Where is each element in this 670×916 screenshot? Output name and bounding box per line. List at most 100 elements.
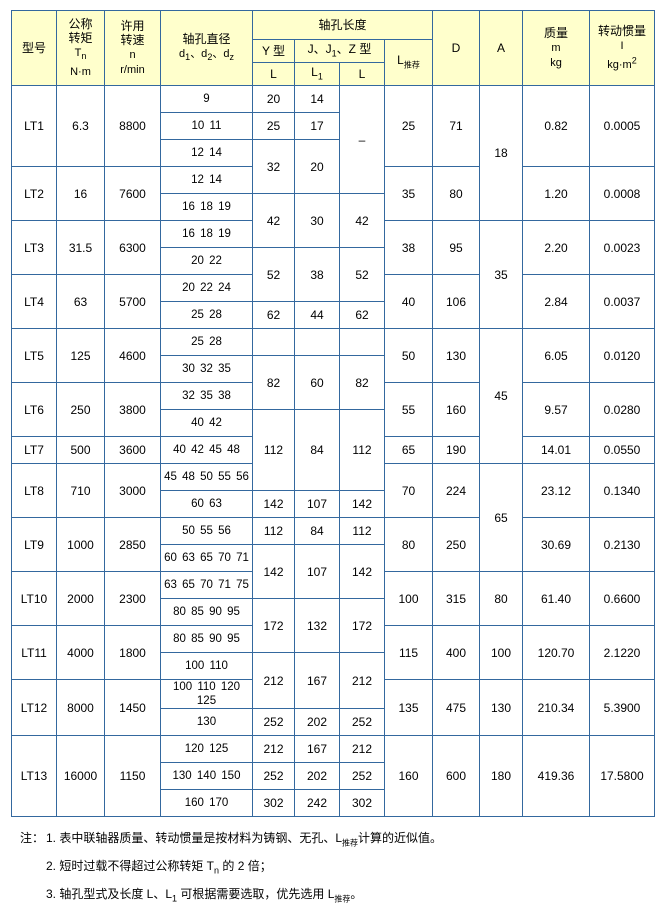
cell-lrec: 80 — [383, 517, 434, 572]
cell-tn: 6.3 — [56, 85, 105, 167]
cell-n: 2300 — [104, 571, 161, 626]
cell-D: 400 — [432, 625, 481, 680]
cell-tn: 31.5 — [56, 220, 105, 275]
cell-model: LT9 — [11, 517, 57, 572]
header-y-type: Y 型 — [252, 39, 295, 63]
cell-n: 5700 — [104, 274, 161, 329]
cell-n: 4600 — [104, 328, 161, 383]
cell-ly: 82 — [252, 355, 295, 410]
cell-l1: 84 — [294, 409, 340, 491]
cell-D: 71 — [432, 85, 481, 167]
cell-ly: 142 — [252, 490, 295, 518]
cell-lrec: 65 — [383, 436, 434, 464]
cell-D: 95 — [432, 220, 481, 275]
cell-lz: 252 — [339, 762, 385, 790]
cell-ly: 252 — [252, 762, 295, 790]
cell-l1: 107 — [294, 490, 340, 518]
cell-D: 160 — [432, 382, 481, 437]
cell-l1: 44 — [294, 301, 340, 329]
cell-d: 40 42 45 48 — [160, 436, 253, 464]
cell-m: 210.34 — [522, 679, 591, 736]
table-row: LT5 125 4600 25 28 50 130 45 6.05 0.0120 — [11, 328, 656, 464]
table-header: 型号 公称 转矩 Tn N·m 许用 转速 n r/min 轴孔直径 d1、d2… — [11, 10, 656, 86]
table-row: LT6 250 3800 32 35 38 55 160 9.57 0.0280 — [11, 382, 656, 437]
cell-D: 130 — [432, 328, 481, 383]
cell-d: 63 65 70 71 75 — [160, 571, 253, 599]
table-row: LT9 1000 2850 50 55 56 112 84 112 80 250 30.69 0.2… — [11, 517, 656, 572]
cell-I: 0.0037 — [589, 274, 656, 329]
cell-tn: 8000 — [56, 679, 105, 736]
cell-l1: 167 — [294, 652, 340, 709]
table-row: LT11 4000 1800 80 85 90 95 115 400 100 120.70 2.… — [11, 625, 656, 680]
cell-d: 160 170 — [160, 789, 253, 817]
cell-tn: 125 — [56, 328, 105, 383]
table-row: LT12 8000 1450 100 110 120 125 135 475 130 210.… — [11, 679, 656, 736]
cell-lz: 52 — [339, 247, 385, 302]
cell-lrec: 50 — [383, 328, 434, 383]
cell-d: 12 14 — [160, 166, 253, 194]
cell-I: 0.0120 — [589, 328, 656, 383]
cell-m: 120.70 — [522, 625, 591, 680]
cell-I: 5.3900 — [589, 679, 656, 736]
header-L-recommended: L推荐 — [383, 39, 434, 86]
table-row: LT10 2000 2300 63 65 70 71 75 100 315 80 61.40 0… — [11, 571, 656, 626]
cell-ly: 212 — [252, 652, 295, 709]
cell-ly: 112 — [252, 409, 295, 491]
cell-d: 40 42 — [160, 409, 253, 437]
table-row: LT8 710 3000 45 48 50 55 56 70 224 65 23.12 0.13… — [11, 463, 656, 572]
cell-l1: 60 — [294, 355, 340, 410]
table-row: 10 11 25 17 — [12, 112, 655, 140]
table-row: 60 63 65 70 71 142 107 142 — [12, 544, 655, 599]
table-row: 80 85 90 95 172 132 172 — [12, 598, 655, 653]
cell-l1 — [294, 328, 340, 356]
cell-n: 8800 — [104, 85, 161, 167]
cell-ly: 142 — [252, 544, 295, 599]
cell-ly: 112 — [252, 517, 295, 545]
cell-lz: 212 — [339, 652, 385, 709]
note-line: 3. 轴孔型式及长度 L、L1 可根据需要选取，优先选用 L推荐。 — [20, 887, 670, 906]
table-row: 30 32 35 82 60 82 — [12, 355, 655, 410]
cell-ly: 252 — [252, 708, 295, 736]
note-subscript: n — [214, 865, 220, 876]
cell-tn: 250 — [56, 382, 105, 437]
cell-lz — [339, 328, 385, 356]
cell-I: 0.2130 — [589, 517, 656, 572]
table-row: 130 252 202 252 — [12, 708, 655, 736]
cell-n: 3000 — [104, 463, 161, 518]
cell-model: LT10 — [11, 571, 57, 626]
table-row: 130 140 150 252 202 252 — [12, 762, 655, 790]
table-row: LT3 31.5 6300 16 18 19 38 95 35 2.20 0.0023 — [11, 220, 656, 329]
cell-lz: 172 — [339, 598, 385, 653]
cell-d: 16 18 19 — [160, 193, 253, 221]
cell-tn: 16 — [56, 166, 105, 221]
cell-D: 190 — [432, 436, 481, 464]
note-subscript: 推荐 — [334, 894, 351, 904]
cell-d: 9 — [160, 85, 253, 113]
cell-lz: 252 — [339, 708, 385, 736]
cell-n: 6300 — [104, 220, 161, 275]
cell-lrec: 35 — [383, 166, 434, 221]
cell-A: 65 — [479, 463, 524, 572]
cell-model: LT2 — [11, 166, 57, 221]
cell-tn: 2000 — [56, 571, 105, 626]
cell-ly: 302 — [252, 789, 295, 817]
cell-D: 224 — [432, 463, 481, 518]
note-text: 计算的近似值。 — [358, 831, 443, 845]
note-text: 。 — [350, 886, 363, 901]
cell-d: 60 63 — [160, 490, 253, 518]
cell-l1: 202 — [294, 762, 340, 790]
cell-lz: 112 — [339, 517, 385, 545]
cell-n: 2850 — [104, 517, 161, 572]
cell-model: LT4 — [11, 274, 57, 329]
cell-m: 1.20 — [522, 166, 591, 221]
header-nominal-torque: 公称 转矩 Tn N·m — [56, 10, 105, 86]
table-row: 12 14 32 20 — [12, 139, 655, 194]
cell-l1: 167 — [294, 735, 340, 763]
cell-l1: 107 — [294, 544, 340, 599]
cell-D: 106 — [432, 274, 481, 329]
cell-ly: 32 — [252, 139, 295, 194]
cell-I: 2.1220 — [589, 625, 656, 680]
cell-n: 1800 — [104, 625, 161, 680]
note-line: 注： 1. 表中联轴器质量、转动惯量是按材料为铸钢、无孔、L推荐计算的近似值。 — [20, 831, 670, 850]
cell-m: 9.57 — [522, 382, 591, 437]
